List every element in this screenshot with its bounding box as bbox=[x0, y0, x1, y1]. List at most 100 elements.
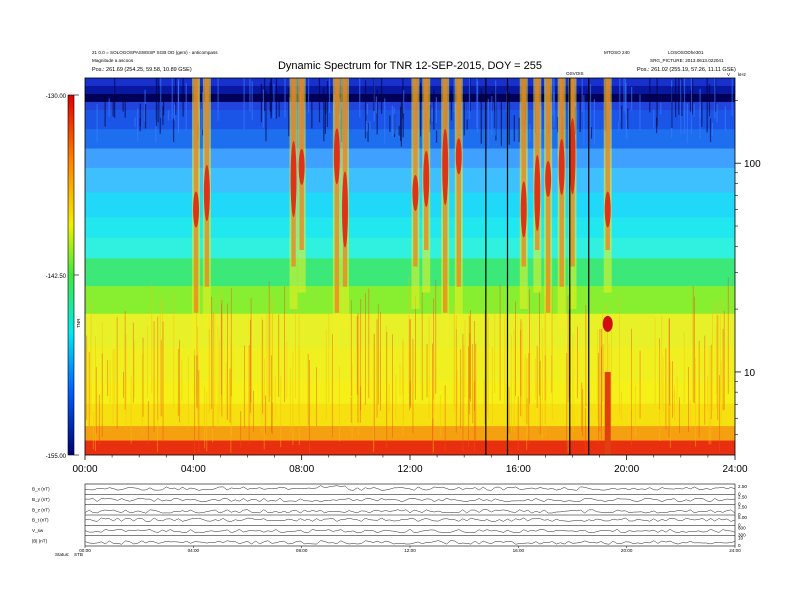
texture-stripe bbox=[155, 119, 157, 143]
texture-stripe bbox=[659, 347, 661, 442]
colorbar-tick-label-2: -155.00 bbox=[46, 454, 67, 460]
colorbar-label: TNR bbox=[76, 318, 81, 328]
texture-stripe bbox=[542, 328, 544, 439]
texture-stripe bbox=[364, 80, 367, 139]
burst-peak bbox=[569, 118, 576, 195]
spectrogram-plot bbox=[85, 78, 735, 455]
texture-stripe bbox=[526, 357, 528, 450]
texture-stripe bbox=[376, 319, 378, 418]
spectrum-band-5-0 bbox=[85, 313, 735, 349]
texture-stripe bbox=[264, 358, 266, 400]
panel-axis-label: 0 bbox=[738, 522, 741, 527]
time-tick-label: 12:00 bbox=[397, 464, 422, 475]
texture-stripe bbox=[112, 98, 114, 117]
texture-stripe bbox=[278, 99, 280, 117]
texture-stripe bbox=[350, 397, 352, 423]
freq-tick-label: 10 bbox=[744, 368, 756, 379]
texture-stripe bbox=[114, 349, 116, 404]
texture-stripe bbox=[483, 379, 485, 407]
texture-stripe bbox=[704, 335, 706, 425]
texture-stripe bbox=[528, 353, 530, 444]
panel-time-tick-label: 20:00 bbox=[621, 548, 633, 553]
time-tick-label: 24:00 bbox=[722, 464, 747, 475]
texture-stripe bbox=[706, 78, 708, 133]
texture-stripe bbox=[271, 355, 272, 433]
texture-stripe bbox=[385, 325, 387, 427]
texture-stripe bbox=[689, 90, 692, 112]
texture-stripe bbox=[692, 286, 694, 403]
panel-time-tick-label: 08:00 bbox=[296, 548, 308, 553]
texture-stripe bbox=[263, 403, 265, 450]
texture-stripe bbox=[358, 313, 360, 435]
texture-stripe bbox=[602, 307, 604, 424]
texture-stripe bbox=[211, 296, 213, 409]
texture-stripe bbox=[669, 318, 670, 406]
texture-stripe bbox=[455, 315, 457, 433]
texture-stripe bbox=[566, 353, 568, 447]
texture-stripe bbox=[590, 127, 593, 139]
texture-stripe bbox=[672, 361, 673, 418]
spectrum-band-7-0 bbox=[85, 426, 735, 442]
texture-stripe bbox=[162, 321, 164, 443]
texture-stripe bbox=[520, 329, 522, 417]
texture-stripe bbox=[240, 411, 242, 448]
texture-stripe bbox=[98, 394, 100, 446]
texture-stripe bbox=[157, 397, 159, 452]
texture-stripe bbox=[717, 315, 719, 421]
texture-stripe bbox=[376, 89, 378, 135]
corner-marker: V bbox=[727, 72, 731, 77]
texture-stripe bbox=[174, 104, 176, 121]
texture-stripe bbox=[139, 103, 141, 126]
texture-stripe bbox=[487, 98, 489, 146]
texture-stripe bbox=[691, 78, 694, 115]
colorbar-tick-label-1: -142.50 bbox=[46, 274, 67, 280]
texture-stripe bbox=[589, 391, 590, 424]
texture-stripe bbox=[536, 345, 538, 408]
texture-stripe bbox=[177, 81, 180, 133]
texture-stripe bbox=[253, 390, 254, 433]
texture-stripe bbox=[163, 101, 165, 116]
texture-stripe bbox=[243, 78, 245, 130]
texture-stripe bbox=[262, 89, 265, 128]
burst-peak bbox=[298, 148, 305, 185]
texture-stripe bbox=[271, 402, 273, 434]
burst-peak bbox=[545, 161, 552, 198]
texture-stripe bbox=[108, 98, 110, 117]
texture-stripe bbox=[585, 305, 587, 407]
texture-stripe bbox=[325, 101, 327, 115]
texture-stripe bbox=[653, 109, 655, 129]
texture-stripe bbox=[88, 352, 90, 427]
texture-stripe bbox=[269, 298, 271, 397]
texture-stripe bbox=[402, 340, 404, 395]
time-tick-label: 20:00 bbox=[614, 464, 639, 475]
texture-stripe bbox=[513, 329, 515, 433]
texture-stripe bbox=[683, 78, 686, 134]
texture-stripe bbox=[504, 311, 506, 405]
texture-stripe bbox=[217, 327, 219, 429]
texture-stripe bbox=[535, 358, 537, 400]
texture-stripe bbox=[200, 108, 202, 135]
texture-stripe bbox=[132, 322, 134, 403]
texture-stripe bbox=[369, 121, 371, 131]
texture-stripe bbox=[179, 340, 181, 423]
texture-stripe bbox=[331, 334, 333, 437]
texture-stripe bbox=[155, 78, 157, 127]
texture-stripe bbox=[367, 123, 369, 142]
texture-stripe bbox=[284, 78, 286, 118]
texture-stripe bbox=[491, 96, 493, 136]
texture-stripe bbox=[624, 78, 627, 114]
texture-stripe bbox=[621, 105, 623, 129]
texture-stripe bbox=[428, 316, 430, 419]
texture-stripe bbox=[250, 298, 252, 403]
texture-stripe bbox=[606, 304, 608, 401]
texture-stripe bbox=[160, 78, 162, 118]
texture-stripe bbox=[708, 346, 710, 445]
texture-stripe bbox=[604, 319, 606, 401]
texture-stripe bbox=[714, 78, 717, 112]
texture-stripe bbox=[583, 95, 585, 147]
texture-stripe bbox=[460, 349, 461, 429]
texture-stripe bbox=[665, 348, 667, 430]
texture-stripe bbox=[468, 346, 469, 448]
texture-stripe bbox=[699, 88, 701, 119]
texture-stripe bbox=[273, 83, 275, 118]
